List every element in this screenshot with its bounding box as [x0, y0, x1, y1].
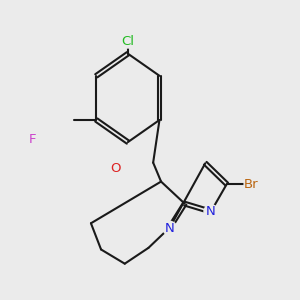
Circle shape	[121, 34, 135, 48]
Text: O: O	[110, 162, 121, 175]
Circle shape	[163, 221, 177, 235]
Text: Br: Br	[244, 178, 258, 190]
Text: Cl: Cl	[122, 34, 134, 48]
Circle shape	[244, 177, 258, 191]
Text: N: N	[206, 205, 216, 218]
Circle shape	[204, 205, 218, 218]
Text: F: F	[28, 134, 36, 146]
Circle shape	[25, 133, 39, 147]
Circle shape	[108, 161, 122, 175]
Text: N: N	[165, 222, 175, 235]
